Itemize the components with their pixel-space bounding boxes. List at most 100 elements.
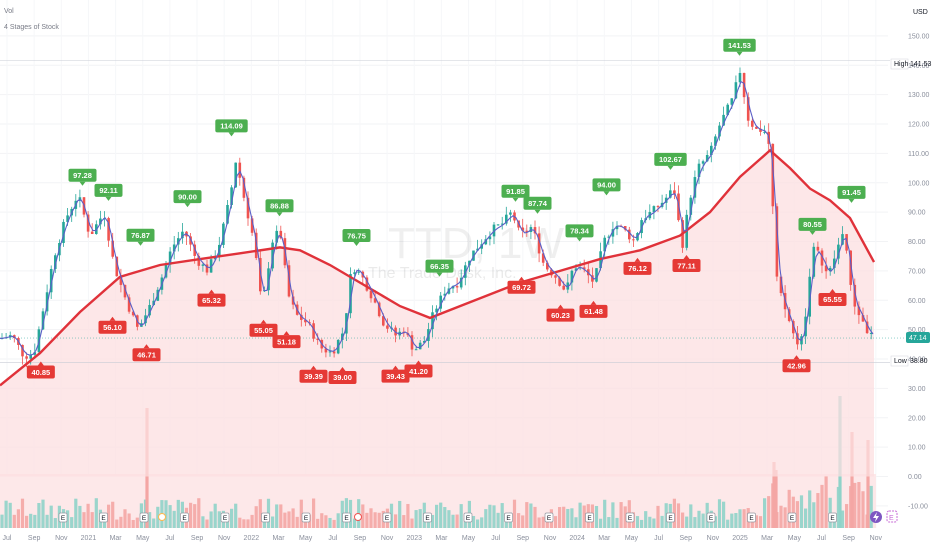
- volume-bar: [853, 482, 857, 528]
- candle-body: [332, 351, 336, 354]
- volume-bar: [533, 506, 537, 528]
- volume-bar: [377, 512, 381, 528]
- volume-bar: [804, 508, 808, 528]
- high-marker: High 141.53: [890, 58, 932, 70]
- x-axis[interactable]: Jul Sep Nov 2021 Mar May Jul Sep Nov 2022 Mar May Ju…: [3, 535, 883, 542]
- candle-body: [115, 256, 119, 277]
- candle-body: [484, 239, 488, 245]
- candle-body: [701, 161, 705, 164]
- volume-bar: [303, 518, 307, 528]
- volume-bar: [689, 504, 693, 528]
- high-low-lines: [0, 60, 905, 363]
- candle-body: [796, 333, 799, 345]
- swing-label-box: [523, 196, 552, 210]
- swing-label-box: [507, 280, 536, 294]
- volume-bar: [316, 518, 320, 528]
- volume-bar: [722, 501, 726, 528]
- earnings-marker: E: [301, 512, 311, 523]
- earnings-upcoming-icon[interactable]: E: [886, 510, 898, 523]
- swing-label-box: [404, 364, 433, 378]
- earnings-box: [261, 512, 270, 523]
- candle-body: [33, 352, 37, 355]
- candle-body: [193, 244, 196, 256]
- swing-label-low: 39.39: [299, 365, 328, 383]
- swing-label-high: 76.87: [126, 228, 155, 246]
- volume-bar: [168, 505, 172, 528]
- earnings-marker: E: [706, 512, 716, 523]
- candle-body: [541, 253, 545, 263]
- volume-bar: [791, 496, 795, 528]
- swing-label-value: 61.48: [584, 307, 603, 316]
- x-tick-label: Sep: [842, 535, 855, 542]
- last-price-marker: 47.14: [906, 332, 930, 343]
- candle-body: [357, 271, 360, 273]
- swing-label-pointer: [228, 132, 235, 137]
- volume-bar: [365, 512, 369, 528]
- volume-bar: [525, 502, 529, 528]
- candle-body: [865, 321, 869, 334]
- swing-label-box: [249, 323, 278, 337]
- candle-body: [222, 223, 225, 245]
- volume-bar: [127, 513, 131, 528]
- candle-body: [353, 272, 356, 275]
- earnings-box: [787, 512, 797, 523]
- x-tick-label: Mar: [272, 535, 285, 542]
- volume-bar: [816, 493, 820, 528]
- y-tick-label: 130.00: [908, 92, 930, 99]
- volume-bar: [537, 517, 541, 528]
- candle-body: [373, 298, 377, 303]
- swing-label-pointer: [667, 165, 674, 170]
- volume-bar: [402, 515, 406, 528]
- volume-bar: [373, 512, 377, 528]
- earnings-box: [706, 512, 716, 523]
- candle-body: [123, 284, 127, 298]
- volume-bar: [426, 518, 430, 528]
- volume-bar: [697, 510, 701, 528]
- volume-bar: [599, 518, 603, 528]
- volume-bar: [656, 505, 660, 528]
- y-tick-label: 110.00: [908, 151, 929, 158]
- swing-label-pointer: [793, 355, 800, 360]
- x-tick-label: Jul: [654, 535, 663, 542]
- candle-body: [275, 230, 278, 243]
- currency-label[interactable]: USD: [913, 9, 928, 16]
- volume-bar: [484, 509, 488, 528]
- swing-label-box: [579, 304, 608, 318]
- volume-bar: [758, 516, 763, 528]
- candle-body: [230, 187, 233, 205]
- volume-bar: [455, 514, 459, 528]
- swing-label-box: [837, 185, 866, 199]
- candle-body: [111, 240, 114, 257]
- volume-bar: [234, 503, 238, 528]
- volume-bar: [640, 519, 644, 528]
- swing-label-high: 90.00: [173, 190, 202, 208]
- candle-body: [410, 335, 414, 350]
- volume-bar: [82, 512, 86, 528]
- volume-bar: [20, 498, 25, 528]
- swing-label-pointer: [208, 289, 215, 294]
- volume-bar: [850, 432, 854, 528]
- candle-body: [205, 264, 209, 273]
- y-tick-label: -10.00: [908, 503, 928, 510]
- lightning-icon[interactable]: [870, 511, 882, 523]
- earnings-box: [139, 512, 149, 523]
- earnings-box: [301, 512, 311, 523]
- earnings-marker: E: [747, 512, 756, 523]
- swing-label-value: 78.34: [570, 227, 590, 236]
- volume-bar: [361, 504, 365, 528]
- swing-label-value: 56.10: [103, 323, 122, 332]
- candle-body: [628, 229, 631, 240]
- event-marker: [158, 513, 166, 521]
- volume-bar: [238, 517, 242, 528]
- y-axis[interactable]: 150.00 140.00 130.00 120.00 110.00 100.00 90.0…: [908, 33, 930, 510]
- volume-bar: [213, 503, 217, 528]
- volume-bar: [258, 499, 262, 528]
- volume-bar: [4, 500, 8, 528]
- swing-label-pointer: [109, 316, 116, 321]
- x-tick-label: 2022: [244, 535, 260, 542]
- earnings-box: [180, 512, 189, 523]
- swing-label-box: [654, 152, 687, 166]
- candle-body: [21, 344, 24, 357]
